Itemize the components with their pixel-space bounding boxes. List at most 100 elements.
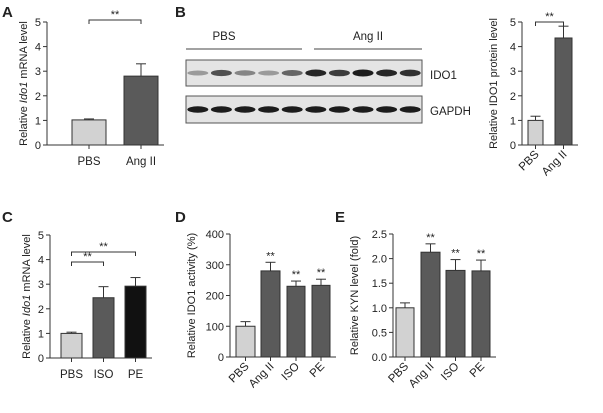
- y-axis-label: Relative Ido1 mRNA level: [21, 234, 33, 359]
- panel-label-d: D: [175, 209, 186, 226]
- y-tick-label: 5: [35, 17, 41, 29]
- blot-band-ido1: [258, 70, 280, 76]
- y-tick-label: 3: [38, 279, 44, 291]
- bar-pbs: [71, 119, 107, 146]
- bar-angii: [123, 75, 159, 146]
- significance-label: **: [111, 9, 120, 21]
- significance-label: **: [99, 241, 108, 253]
- chart-c: 0 1 2 3 4 5 Relative Ido1 mRNA level PBS ISO PE **…: [21, 230, 152, 381]
- bar-pbs: [527, 119, 544, 146]
- blot-band-gapdh: [234, 106, 256, 113]
- y-tick-label: 2: [35, 91, 41, 103]
- significance-label: **: [451, 248, 460, 260]
- chart-b: 0 1 2 3 4 5 Relative IDO1 protein level PBSAng …: [488, 11, 578, 178]
- x-tick-label: PBS: [77, 156, 100, 168]
- bar-pbs: [60, 332, 83, 359]
- blot-band-gapdh: [258, 106, 280, 113]
- y-tick-label: 100: [206, 321, 224, 333]
- bar-iso: [445, 269, 466, 358]
- chart-d: 0 100 200 300 400 Relative IDO1 activity (%) P…: [186, 229, 336, 390]
- y-tick-label: 1.5: [372, 278, 387, 290]
- blot-band-gapdh: [328, 106, 350, 113]
- bar-angii: [554, 37, 573, 146]
- y-axis-label: Relative Ido1 mRNA level: [18, 21, 30, 146]
- y-tick-label: 3: [510, 66, 516, 78]
- blot-band-ido1: [210, 69, 232, 77]
- blot-band-ido1: [281, 70, 303, 76]
- panel-label-c: C: [2, 209, 13, 226]
- x-tick-label: Ang II: [407, 361, 437, 391]
- blot-band-ido1: [352, 69, 374, 77]
- blot-band-gapdh: [376, 106, 398, 113]
- significance-label: **: [317, 267, 326, 279]
- significance-label: **: [426, 232, 435, 244]
- bar-angii: [260, 270, 281, 358]
- x-tick-label: PE: [308, 360, 328, 380]
- bar-pe: [311, 284, 331, 358]
- blot-group-pbs: PBS: [212, 31, 235, 43]
- blot-band-gapdh: [210, 106, 232, 113]
- y-tick-label: 0.0: [372, 352, 387, 364]
- bar-iso: [92, 297, 115, 359]
- panel-label-b: B: [175, 4, 186, 21]
- x-tick-label: PE: [128, 369, 144, 381]
- x-tick-label: PBS: [517, 148, 542, 173]
- blot-band-ido1-label: IDO1: [430, 70, 457, 82]
- y-tick-label: 4: [35, 42, 41, 54]
- blot-band-gapdh: [281, 106, 303, 113]
- significance-bracket: [71, 261, 104, 266]
- y-axis-label: Relative KYN level (fold): [349, 236, 361, 355]
- x-tick-label: Ang II: [126, 156, 156, 168]
- significance-bracket: [88, 19, 142, 24]
- bar-iso: [286, 285, 306, 358]
- panel-label-e: E: [335, 209, 345, 226]
- blot-band-gapdh: [187, 106, 209, 113]
- y-tick-label: 300: [206, 260, 224, 272]
- significance-bracket: [535, 21, 564, 26]
- y-tick-label: 4: [510, 42, 516, 54]
- significance-label: **: [477, 248, 486, 260]
- blot-band-gapdh: [352, 106, 374, 113]
- y-label-part: Relative: [18, 103, 30, 146]
- significance-label: **: [545, 11, 554, 23]
- bar-pe: [471, 270, 491, 358]
- y-axis-label: Relative IDO1 activity (%): [186, 233, 198, 358]
- x-tick-label: PBS: [60, 369, 83, 381]
- bar-pe: [124, 285, 147, 359]
- blot-band-ido1: [399, 69, 421, 77]
- blot-band-ido1: [305, 69, 327, 77]
- y-tick-label: 1.0: [372, 303, 387, 315]
- y-label-part: mRNA level: [21, 234, 33, 295]
- y-tick-label: 4: [38, 255, 44, 267]
- y-tick-label: 1: [510, 115, 516, 127]
- y-tick-label: 0: [218, 352, 224, 364]
- y-tick-label: 400: [206, 229, 224, 241]
- y-tick-label: 3: [35, 66, 41, 78]
- chart-e: 0.0 0.5 1.0 1.5 2.0 2.5 Relative KYN level (fo…: [349, 229, 496, 390]
- y-tick-label: 2: [510, 91, 516, 103]
- x-tick-label: ISO: [439, 361, 462, 384]
- y-tick-label: 0: [510, 140, 516, 152]
- y-tick-label: 0: [35, 140, 41, 152]
- significance-label: **: [83, 251, 92, 263]
- y-tick-label: 0.5: [372, 327, 387, 339]
- x-tick-label: Ang II: [540, 149, 570, 179]
- blot-group-angii: Ang II: [353, 31, 383, 43]
- western-blot: PBS Ang II IDO1 GAPDH: [185, 31, 471, 124]
- bar-pbs: [235, 325, 256, 358]
- blot-band-gapdh: [399, 106, 421, 113]
- y-label-gene: Ido1: [18, 82, 30, 103]
- panel-label-a: A: [2, 4, 13, 21]
- bar-pbs: [395, 307, 415, 358]
- y-tick-label: 1: [38, 328, 44, 340]
- x-tick-label: ISO: [94, 369, 114, 381]
- blot-band-gapdh: [305, 106, 327, 113]
- y-label-gene: Ido1: [21, 295, 33, 316]
- x-tick-label: ISO: [280, 361, 303, 384]
- y-tick-label: 2.0: [372, 254, 387, 266]
- y-tick-label: 0: [38, 353, 44, 365]
- y-label-part: Relative: [21, 316, 33, 359]
- blot-band-ido1: [376, 69, 398, 77]
- significance-bracket: [71, 251, 136, 256]
